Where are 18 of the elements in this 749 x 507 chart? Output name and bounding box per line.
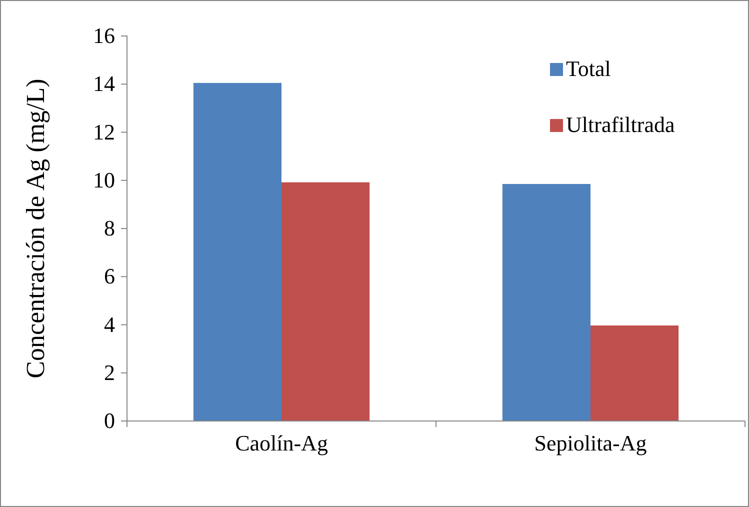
y-tick-label: 10 [93,167,115,192]
bar [590,325,679,421]
y-tick-label: 6 [104,264,115,289]
bar [282,182,370,421]
legend-label: Ultrafiltrada [566,112,675,137]
y-tick-label: 12 [93,119,115,144]
y-axis-title: Concentración de Ag (mg/L) [21,78,50,378]
y-tick-label: 8 [104,216,115,241]
legend-label: Total [566,56,611,81]
y-tick-label: 2 [104,360,115,385]
bar [193,82,282,421]
y-tick-label: 14 [93,71,115,96]
y-tick-label: 0 [104,408,115,434]
bar [502,184,590,421]
x-tick-label: Sepiolita-Ag [534,430,647,456]
y-tick-label: 16 [93,23,115,48]
x-tick-label: Caolín-Ag [235,430,328,456]
y-tick-label: 4 [104,312,115,337]
